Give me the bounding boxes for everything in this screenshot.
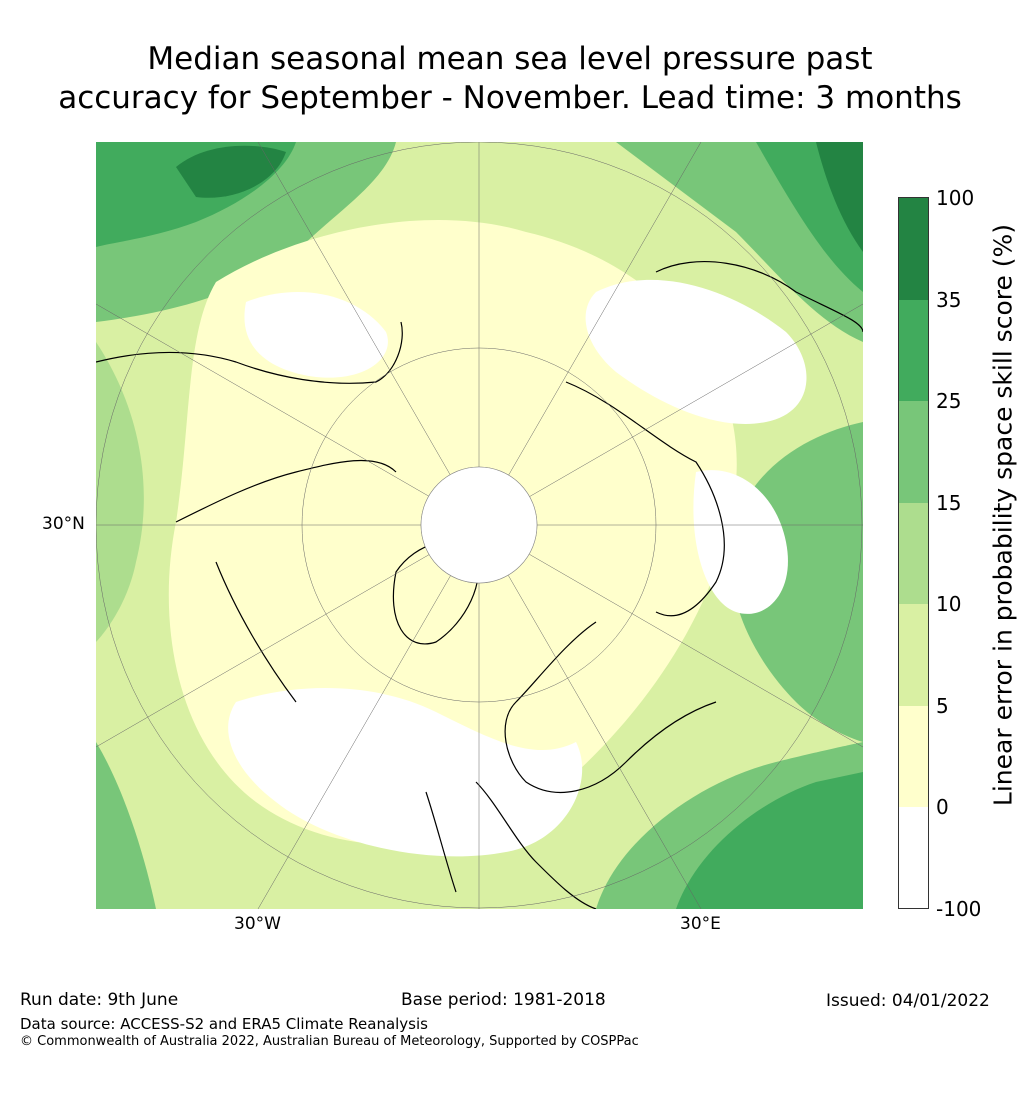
title-line-2: accuracy for September - November. Lead … — [58, 80, 962, 116]
skill-region-pacific-white — [244, 292, 388, 378]
issued-date: Issued: 04/01/2022 — [826, 991, 990, 1011]
colorbar-segment-minus100-0 — [899, 807, 928, 908]
colorbar-tick-35: 35 — [936, 288, 962, 312]
skill-region-siberia-white — [585, 279, 807, 424]
colorbar-segment-0-5 — [899, 706, 928, 807]
data-source: Data source: ACCESS-S2 and ERA5 Climate … — [20, 1015, 428, 1033]
colorbar-label: Linear error in probability space skill … — [988, 223, 1018, 807]
coastline-europe — [425, 781, 597, 909]
colorbar-segment-10-15 — [899, 503, 928, 604]
colorbar-tick-0: 0 — [936, 795, 949, 819]
skill-region-nw-darkest — [176, 145, 286, 198]
colorbar-tick-25: 25 — [936, 389, 962, 413]
skill-region-atlantic-white — [228, 688, 583, 857]
skill-region-ne-darkest — [816, 142, 863, 252]
title-line-1: Median seasonal mean sea level pressure … — [147, 41, 873, 77]
colorbar-tick-100: 100 — [936, 186, 975, 210]
colorbar — [898, 197, 929, 909]
colorbar-segment-35-100 — [899, 198, 928, 300]
skill-region-sw — [96, 742, 156, 909]
colorbar-tick-minus100: -100 — [936, 897, 982, 921]
skill-region-west — [96, 342, 144, 642]
base-period: Base period: 1981-2018 — [401, 990, 606, 1010]
chart-title: Median seasonal mean sea level pressure … — [0, 40, 1020, 118]
skill-region-se-dark — [676, 772, 863, 909]
run-date: Run date: 9th June — [20, 990, 179, 1010]
north-pole-mask — [420, 466, 538, 584]
colorbar-tick-15: 15 — [936, 491, 962, 515]
longitude-label-30e: 30°E — [680, 914, 721, 934]
colorbar-tick-5: 5 — [936, 694, 949, 718]
colorbar-segment-15-25 — [899, 401, 928, 503]
colorbar-tick-10: 10 — [936, 592, 962, 616]
polar-map — [96, 142, 863, 909]
longitude-label-30w: 30°W — [234, 914, 281, 934]
coastline-eurasia — [504, 261, 863, 793]
copyright: © Commonwealth of Australia 2022, Austra… — [20, 1034, 639, 1049]
coastline-north-america — [96, 321, 403, 703]
colorbar-segment-25-35 — [899, 300, 928, 401]
colorbar-segment-5-10 — [899, 604, 928, 706]
latitude-label-30n: 30°N — [42, 514, 85, 534]
